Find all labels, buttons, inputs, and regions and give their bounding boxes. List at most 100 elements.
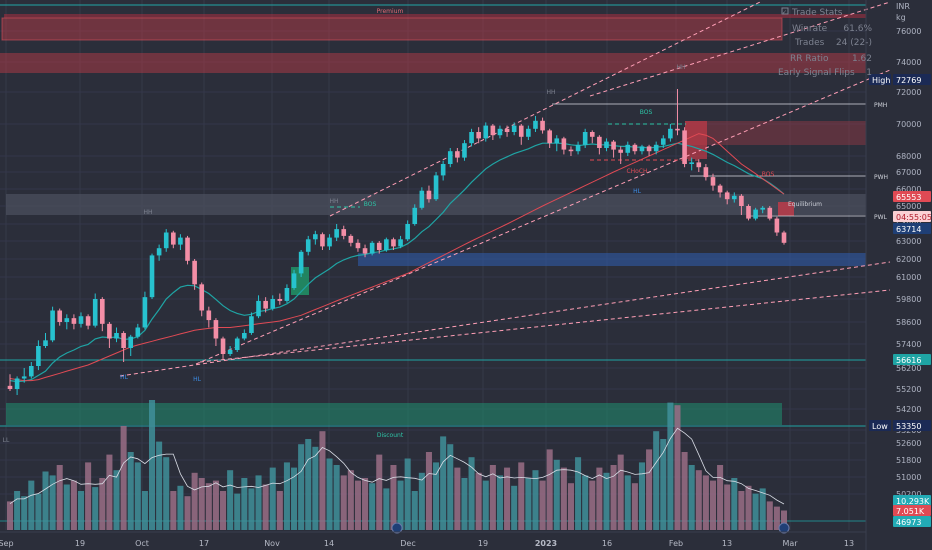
volume-bar[interactable]: [610, 465, 617, 530]
volume-bar[interactable]: [674, 405, 681, 530]
candle[interactable]: [490, 124, 496, 140]
volume-bar[interactable]: [567, 483, 574, 530]
volume-bar[interactable]: [362, 478, 369, 530]
candle[interactable]: [533, 116, 538, 132]
volume-bar[interactable]: [70, 480, 77, 530]
volume-bar[interactable]: [482, 480, 489, 530]
candle[interactable]: [43, 333, 48, 348]
volume-bar[interactable]: [35, 493, 42, 530]
candle[interactable]: [639, 144, 645, 155]
candle[interactable]: [767, 206, 773, 221]
candle[interactable]: [703, 164, 709, 181]
candle[interactable]: [384, 237, 389, 252]
volume-bar[interactable]: [461, 478, 468, 530]
candle[interactable]: [455, 148, 460, 163]
trade-stats-panel[interactable]: ✓ Trade Stats Winrate 61.6% Trades 24 (22-) RR…: [778, 7, 872, 78]
candle[interactable]: [14, 376, 20, 395]
volume-bar[interactable]: [298, 444, 305, 530]
volume-bar[interactable]: [248, 488, 255, 530]
candle[interactable]: [391, 237, 396, 250]
volume-bar[interactable]: [404, 458, 411, 531]
candle[interactable]: [604, 138, 609, 152]
volume-bar[interactable]: [695, 470, 702, 530]
volume-bar[interactable]: [220, 491, 227, 530]
volume-bar[interactable]: [49, 475, 56, 530]
volume-bar[interactable]: [397, 480, 404, 530]
candle[interactable]: [192, 259, 197, 290]
volume-bar[interactable]: [575, 457, 582, 530]
candle[interactable]: [689, 157, 694, 171]
volume-bar[interactable]: [376, 454, 383, 530]
candle[interactable]: [114, 327, 119, 343]
candle[interactable]: [71, 314, 77, 330]
volume-bar[interactable]: [191, 472, 198, 530]
candle[interactable]: [277, 293, 283, 305]
volume-bar[interactable]: [624, 475, 631, 530]
candle[interactable]: [64, 314, 70, 330]
volume-bar[interactable]: [440, 436, 447, 530]
candle[interactable]: [327, 234, 332, 250]
candle[interactable]: [128, 334, 134, 356]
volume-bar[interactable]: [269, 467, 276, 530]
candle[interactable]: [653, 141, 659, 155]
candle[interactable]: [575, 141, 581, 155]
volume-bar[interactable]: [156, 441, 163, 530]
candle[interactable]: [313, 230, 318, 245]
volume-bar[interactable]: [660, 439, 667, 530]
candle[interactable]: [28, 362, 34, 379]
volume-bar[interactable]: [170, 491, 177, 530]
volume-bar[interactable]: [504, 467, 511, 530]
candle[interactable]: [234, 336, 240, 352]
candle[interactable]: [433, 172, 439, 201]
candle[interactable]: [781, 230, 787, 245]
volume-bar[interactable]: [369, 483, 376, 530]
candle[interactable]: [447, 148, 453, 168]
volume-bar[interactable]: [525, 478, 532, 530]
candle[interactable]: [249, 312, 254, 335]
candle[interactable]: [92, 293, 98, 328]
candle[interactable]: [426, 185, 432, 203]
volume-bar[interactable]: [582, 475, 589, 530]
volume-bar[interactable]: [319, 431, 326, 530]
volume-bar[interactable]: [227, 470, 234, 530]
volume-bar[interactable]: [354, 480, 361, 530]
volume-bar[interactable]: [433, 462, 440, 530]
candle[interactable]: [405, 220, 410, 241]
candle[interactable]: [369, 241, 375, 256]
candle[interactable]: [696, 159, 702, 172]
volume-bar[interactable]: [596, 467, 603, 530]
volume-bar[interactable]: [489, 465, 496, 530]
volume-bar[interactable]: [28, 480, 35, 530]
volume-bar[interactable]: [106, 454, 113, 530]
volume-bar[interactable]: [291, 467, 298, 530]
volume-bar[interactable]: [631, 483, 638, 530]
volume-bar[interactable]: [305, 439, 312, 530]
volume-bar[interactable]: [667, 402, 674, 530]
candle[interactable]: [107, 322, 112, 348]
candle[interactable]: [504, 125, 510, 137]
event-marker[interactable]: [778, 522, 790, 534]
volume-bar[interactable]: [496, 475, 503, 530]
candle[interactable]: [270, 295, 276, 311]
volume-bar[interactable]: [454, 467, 461, 530]
candle[interactable]: [753, 207, 758, 221]
candle[interactable]: [675, 89, 680, 136]
candle[interactable]: [242, 329, 247, 341]
volume-bar[interactable]: [383, 488, 390, 530]
volume-bar[interactable]: [63, 484, 70, 531]
candle[interactable]: [78, 312, 84, 328]
volume-bar[interactable]: [759, 488, 766, 530]
volume-bar[interactable]: [262, 484, 269, 531]
candle[interactable]: [618, 146, 623, 164]
volume-bar[interactable]: [276, 491, 283, 530]
volume-bar[interactable]: [731, 478, 738, 530]
candle[interactable]: [469, 128, 474, 147]
volume-bar[interactable]: [333, 465, 340, 530]
candle[interactable]: [341, 225, 347, 240]
candle[interactable]: [462, 140, 467, 161]
candle[interactable]: [163, 229, 169, 252]
candle[interactable]: [362, 244, 368, 258]
volume-bar[interactable]: [92, 487, 99, 530]
candle[interactable]: [518, 124, 524, 145]
candle[interactable]: [185, 235, 190, 265]
